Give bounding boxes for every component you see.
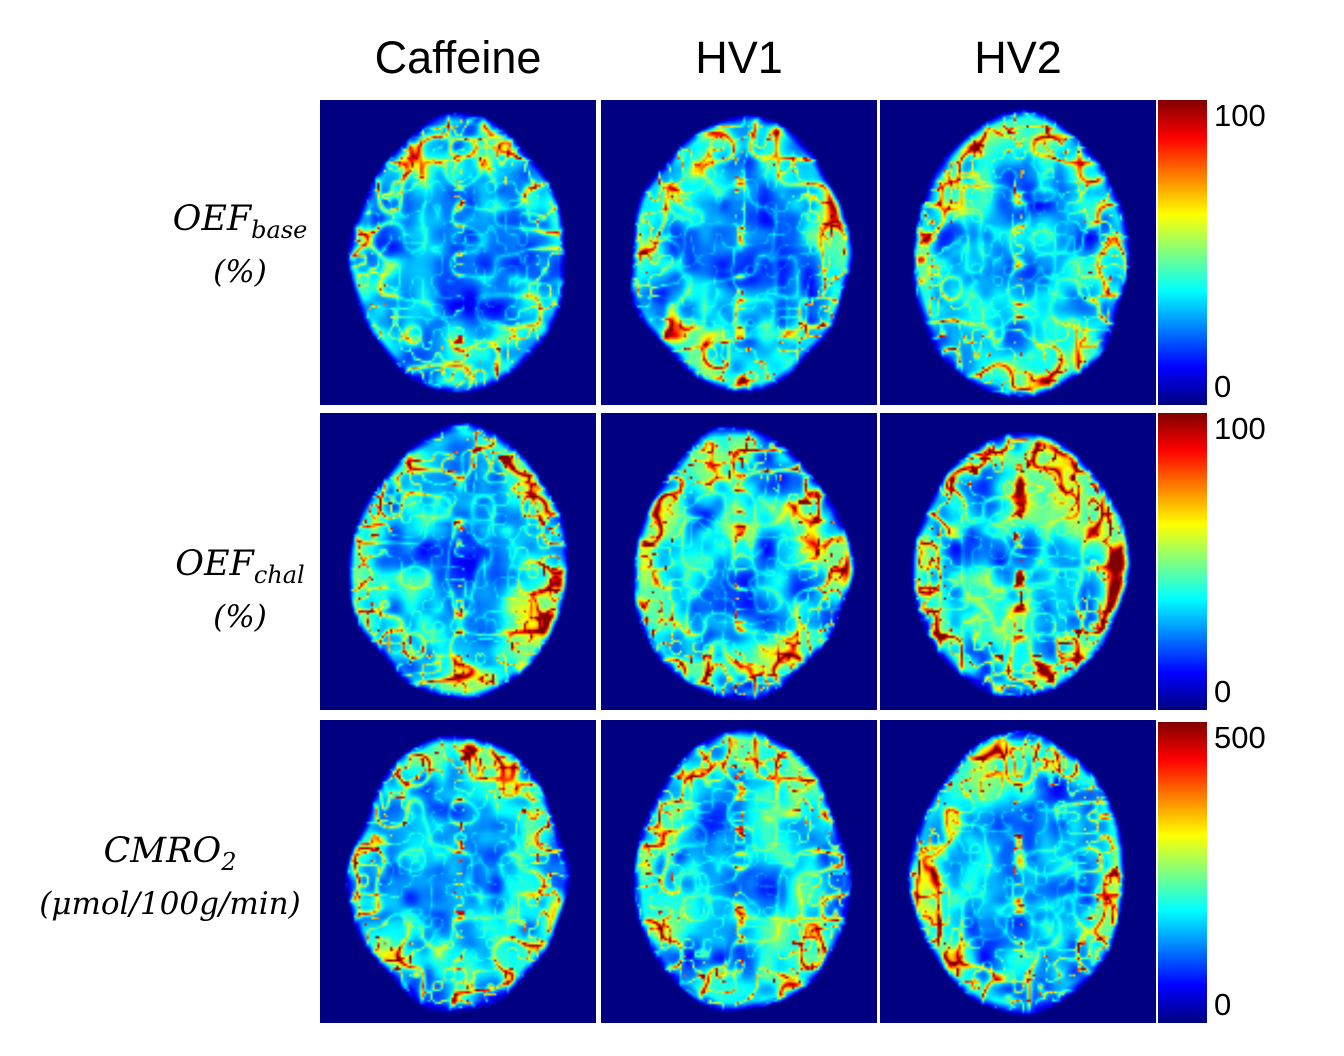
brain-map-cmro2-hv2 — [880, 720, 1156, 1023]
row-label-oef-chal-symbol: OEFchal — [175, 544, 305, 589]
column-header-caffeine: Caffeine — [374, 32, 542, 83]
brain-map-oef-base-hv2 — [880, 100, 1156, 405]
column-header-hv2: HV2 — [974, 32, 1062, 83]
colorbar-min-label-cmro2: 0 — [1214, 987, 1232, 1022]
column-header-hv1: HV1 — [695, 32, 783, 83]
brain-map-cmro2-hv1 — [601, 720, 877, 1023]
brain-map-oef-chal-caffeine — [320, 413, 596, 710]
brain-map-oef-chal-hv2 — [880, 413, 1156, 710]
colorbar-max-label-cmro2: 500 — [1214, 720, 1266, 755]
colorbar-min-label-oef-chal: 0 — [1214, 674, 1232, 709]
row-label-oef-base: OEFbase (%) — [120, 198, 360, 291]
colorbar-oef-chal — [1158, 413, 1207, 710]
brain-map-oef-base-caffeine — [320, 100, 596, 405]
row-label-oef-chal-unit: (%) — [213, 599, 267, 635]
colorbar-min-label-oef-base: 0 — [1214, 369, 1232, 404]
brain-map-cmro2-caffeine — [320, 720, 596, 1023]
row-label-oef-chal: OEFchal (%) — [120, 543, 360, 636]
row-label-oef-base-symbol: OEFbase — [172, 199, 308, 244]
row-label-cmro2: CMRO2 (μmol/100g/min) — [5, 830, 335, 923]
row-label-cmro2-unit: (μmol/100g/min) — [39, 886, 301, 922]
colorbar-max-label-oef-chal: 100 — [1214, 411, 1266, 446]
brain-map-oef-chal-hv1 — [601, 413, 877, 710]
colorbar-oef-base — [1158, 100, 1207, 405]
colorbar-max-label-oef-base: 100 — [1214, 98, 1266, 133]
brain-map-oef-base-hv1 — [601, 100, 877, 405]
row-label-oef-base-unit: (%) — [213, 254, 267, 290]
colorbar-cmro2 — [1158, 722, 1207, 1023]
row-label-cmro2-symbol: CMRO2 — [103, 831, 237, 876]
